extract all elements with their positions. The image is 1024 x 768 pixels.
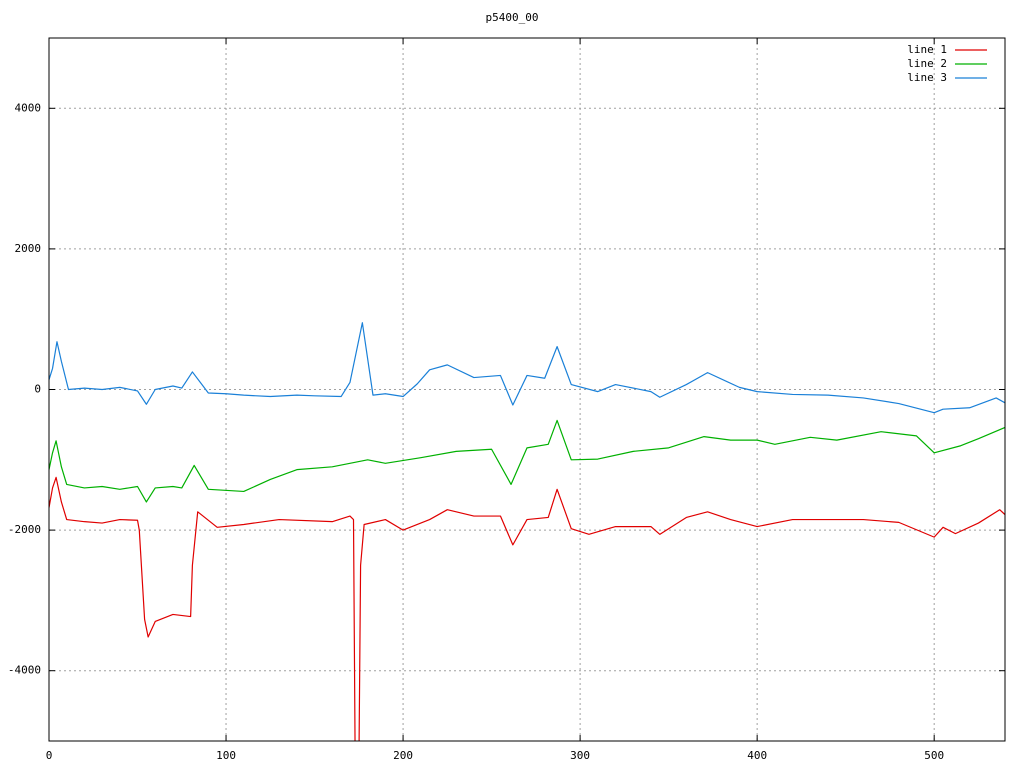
legend-label: line 2 xyxy=(907,57,947,70)
grid: -4000 -2000 0 2000 4000 0 100 200 300 400 500 xyxy=(8,38,1005,762)
x-tick-label: 400 xyxy=(747,749,767,762)
y-tick-label: -4000 xyxy=(8,664,41,677)
plot-frame xyxy=(48,37,1006,742)
y-tick-label: 2000 xyxy=(15,242,42,255)
x-tick-label: 500 xyxy=(924,749,944,762)
x-tick-label: 300 xyxy=(570,749,590,762)
data-line xyxy=(49,322,1005,414)
y-tick-label: 0 xyxy=(34,383,41,396)
x-tick-label: 100 xyxy=(216,749,236,762)
y-tick-label: 4000 xyxy=(15,101,42,114)
data-line xyxy=(49,419,1005,503)
chart-title: p5400_00 xyxy=(486,11,539,24)
x-tick-label: 0 xyxy=(46,749,53,762)
legend-label: line 3 xyxy=(907,71,947,84)
data-line xyxy=(49,476,1005,741)
y-tick-label: -2000 xyxy=(8,523,41,536)
legend-label: line 1 xyxy=(907,43,947,56)
plot-area xyxy=(49,322,1005,741)
x-tick-label: 200 xyxy=(393,749,413,762)
